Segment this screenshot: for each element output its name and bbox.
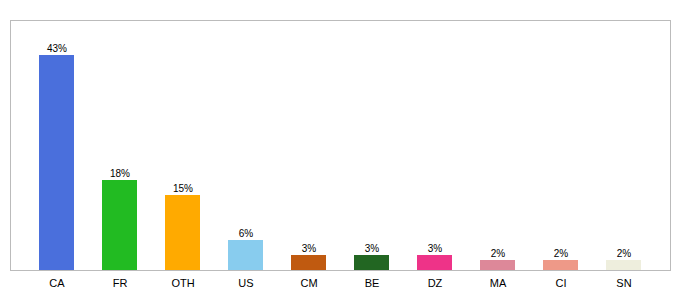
svg-text:DZ: DZ — [428, 277, 443, 289]
svg-text:CI: CI — [556, 277, 567, 289]
svg-text:CM: CM — [300, 277, 317, 289]
svg-text:MA: MA — [490, 277, 507, 289]
svg-text:FR: FR — [113, 277, 128, 289]
svg-text:18%: 18% — [110, 168, 130, 179]
svg-text:BE: BE — [365, 277, 380, 289]
svg-text:OTH: OTH — [171, 277, 194, 289]
svg-text:2%: 2% — [617, 248, 632, 259]
svg-text:3%: 3% — [365, 243, 380, 254]
svg-text:2%: 2% — [554, 248, 569, 259]
svg-text:2%: 2% — [491, 248, 506, 259]
svg-text:6%: 6% — [239, 228, 254, 239]
svg-text:3%: 3% — [302, 243, 317, 254]
svg-text:3%: 3% — [428, 243, 443, 254]
svg-text:43%: 43% — [47, 43, 67, 54]
svg-text:15%: 15% — [173, 183, 193, 194]
svg-text:US: US — [238, 277, 253, 289]
svg-text:CA: CA — [49, 277, 65, 289]
svg-text:SN: SN — [616, 277, 631, 289]
